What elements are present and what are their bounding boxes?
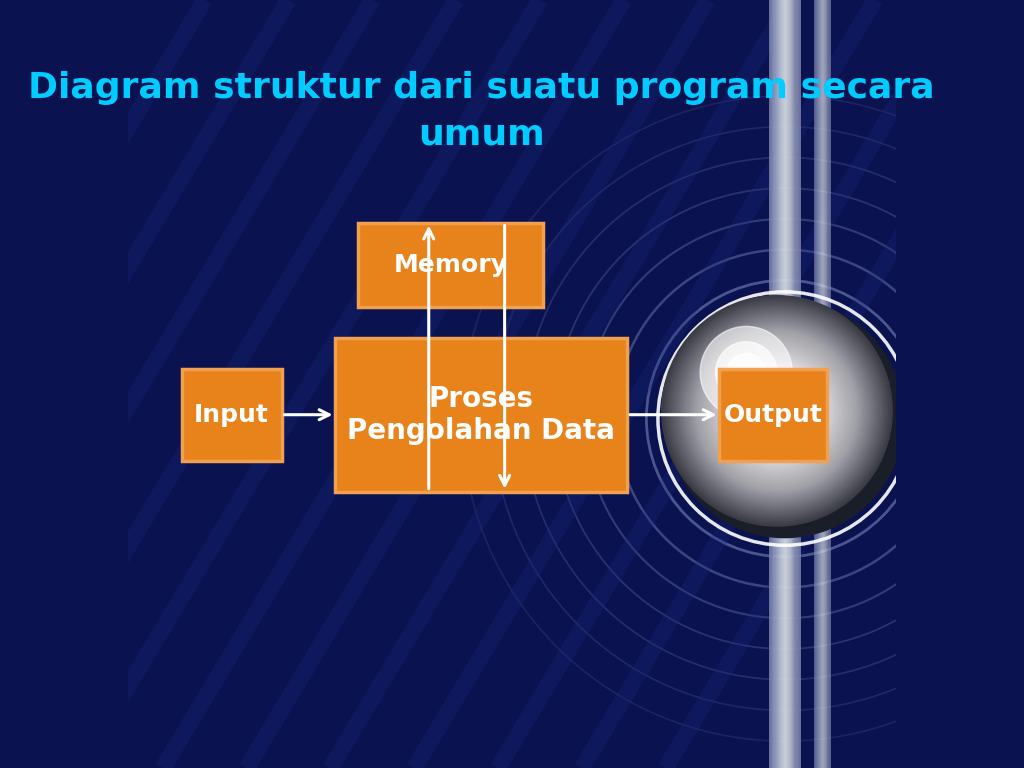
Circle shape xyxy=(694,329,859,493)
Circle shape xyxy=(721,355,834,467)
Circle shape xyxy=(716,349,838,472)
Circle shape xyxy=(683,317,871,505)
Circle shape xyxy=(707,340,848,482)
Circle shape xyxy=(770,404,784,418)
Circle shape xyxy=(758,392,796,429)
Circle shape xyxy=(700,326,793,419)
Circle shape xyxy=(674,307,881,515)
Circle shape xyxy=(765,399,788,422)
Circle shape xyxy=(681,314,873,508)
Circle shape xyxy=(685,319,868,502)
Text: Diagram struktur dari suatu program secara: Diagram struktur dari suatu program seca… xyxy=(28,71,935,105)
Circle shape xyxy=(665,298,890,524)
Circle shape xyxy=(761,395,794,427)
Circle shape xyxy=(744,378,810,444)
Circle shape xyxy=(701,336,852,486)
Circle shape xyxy=(669,303,885,519)
Circle shape xyxy=(690,324,864,498)
Circle shape xyxy=(746,380,808,442)
Circle shape xyxy=(676,310,878,512)
Circle shape xyxy=(763,397,792,425)
Circle shape xyxy=(739,373,814,449)
Circle shape xyxy=(774,409,779,413)
Circle shape xyxy=(666,300,903,538)
Circle shape xyxy=(718,352,836,470)
Text: Input: Input xyxy=(195,402,269,427)
Circle shape xyxy=(754,387,801,435)
Circle shape xyxy=(678,312,876,510)
Circle shape xyxy=(768,402,786,420)
Circle shape xyxy=(671,305,883,517)
Circle shape xyxy=(697,331,857,491)
Text: Output: Output xyxy=(724,402,822,427)
Circle shape xyxy=(662,296,892,526)
Circle shape xyxy=(723,357,831,465)
Circle shape xyxy=(756,389,798,432)
Circle shape xyxy=(688,322,866,500)
Circle shape xyxy=(730,364,824,458)
Circle shape xyxy=(725,359,828,462)
Circle shape xyxy=(737,371,817,451)
Circle shape xyxy=(692,326,861,495)
Circle shape xyxy=(711,345,843,477)
Circle shape xyxy=(709,343,845,479)
Circle shape xyxy=(749,382,805,439)
Circle shape xyxy=(751,385,803,437)
Circle shape xyxy=(699,333,855,488)
Circle shape xyxy=(728,362,826,460)
Circle shape xyxy=(727,353,766,392)
Text: Proses
Pengolahan Data: Proses Pengolahan Data xyxy=(347,385,615,445)
Text: Memory: Memory xyxy=(393,253,508,277)
FancyBboxPatch shape xyxy=(182,369,282,461)
Circle shape xyxy=(772,406,781,415)
Circle shape xyxy=(734,369,819,453)
Circle shape xyxy=(732,366,821,455)
Circle shape xyxy=(714,347,841,475)
Circle shape xyxy=(741,376,812,446)
Circle shape xyxy=(716,342,777,403)
FancyBboxPatch shape xyxy=(719,369,827,461)
Text: umum: umum xyxy=(418,118,545,151)
FancyBboxPatch shape xyxy=(358,223,543,307)
FancyBboxPatch shape xyxy=(336,338,627,492)
Circle shape xyxy=(705,338,850,484)
Circle shape xyxy=(667,300,888,521)
